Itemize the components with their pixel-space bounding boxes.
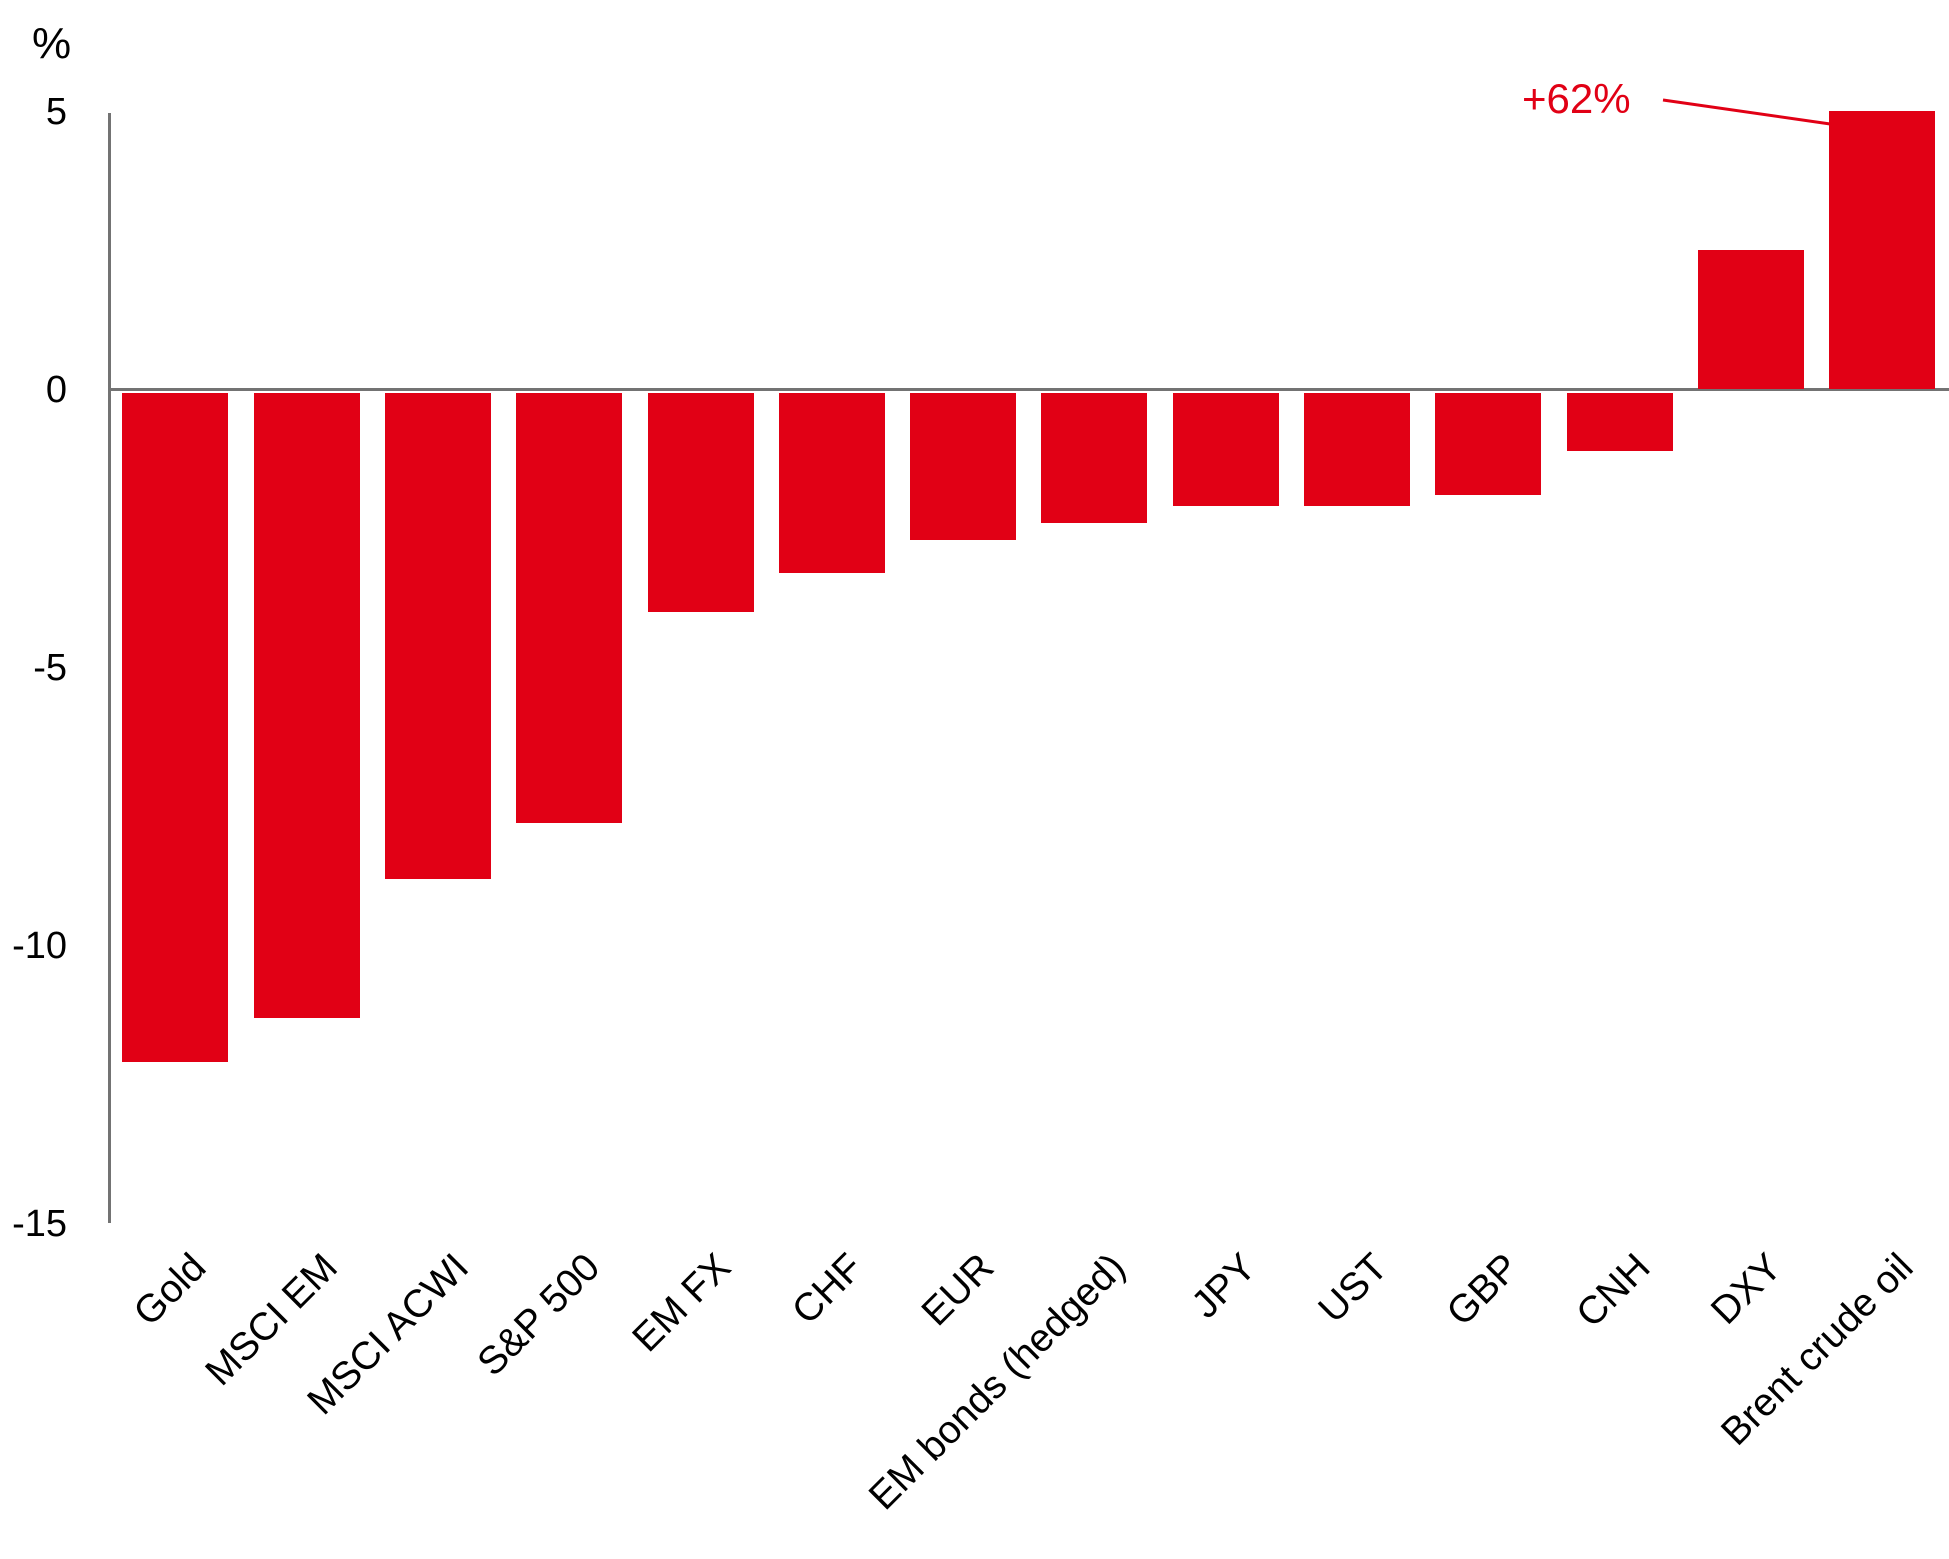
annotation-label: +62% bbox=[1522, 75, 1631, 122]
y-axis-unit-label: % bbox=[32, 19, 72, 68]
y-tick-label-5: 5 bbox=[45, 90, 67, 133]
y-tick-label--15: -15 bbox=[12, 1202, 67, 1245]
y-tick-label-0: 0 bbox=[45, 368, 67, 411]
bar-gold bbox=[122, 392, 229, 1063]
bar-msci-acwi bbox=[384, 392, 491, 879]
y-axis-line bbox=[108, 113, 111, 1223]
y-tick-label--5: -5 bbox=[33, 646, 67, 689]
bar-s-p-500 bbox=[516, 392, 623, 824]
bar-jpy bbox=[1172, 392, 1279, 507]
bar-em-fx bbox=[647, 392, 754, 612]
bar-dxy bbox=[1697, 250, 1804, 389]
bar-brent-crude-oil bbox=[1829, 111, 1936, 389]
bar-eur bbox=[910, 392, 1017, 540]
bar-ust bbox=[1304, 392, 1410, 507]
zero-baseline bbox=[111, 388, 1949, 391]
y-tick-label--10: -10 bbox=[12, 924, 67, 967]
bar-cnh bbox=[1566, 392, 1673, 451]
bar-gbp bbox=[1435, 392, 1542, 496]
bar-em-bonds-hedged bbox=[1041, 392, 1148, 523]
bar-chf bbox=[778, 392, 885, 573]
bar-msci-em bbox=[253, 392, 360, 1018]
